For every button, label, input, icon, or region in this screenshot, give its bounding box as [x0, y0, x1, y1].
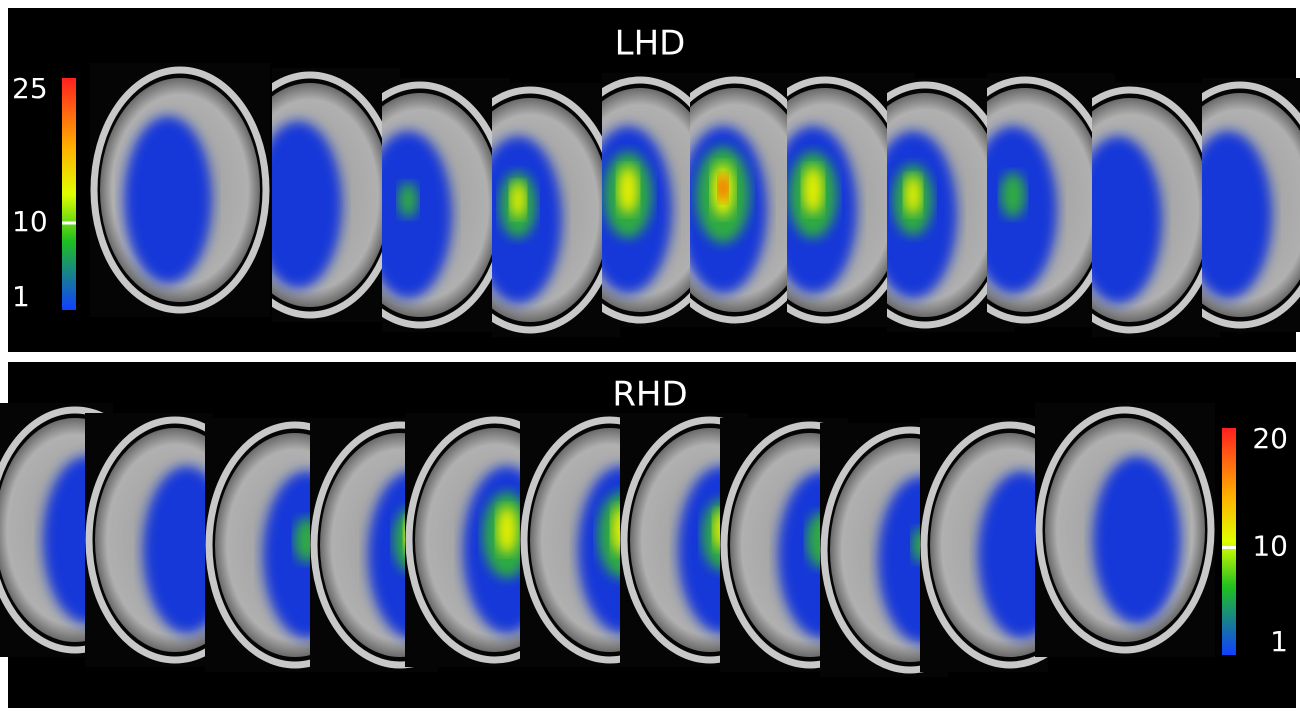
brain-slice — [520, 413, 648, 667]
brain-slice — [272, 68, 400, 322]
colorbar-label: 25 — [12, 72, 48, 105]
brain-slice — [405, 413, 533, 667]
brain-slice — [382, 78, 510, 332]
colorbar-label: 10 — [12, 205, 48, 238]
skull — [920, 421, 1048, 669]
brain-slice — [90, 63, 270, 317]
colorbar-label: 1 — [1270, 625, 1288, 658]
colorbar-label: 20 — [1252, 422, 1288, 455]
lesion-mid — [398, 182, 418, 218]
colorbar — [1222, 428, 1236, 655]
brain-slice — [492, 83, 620, 337]
brain-slice — [1092, 83, 1220, 337]
lesion-low — [1092, 136, 1162, 304]
skull — [85, 416, 213, 664]
brain-slice — [1202, 78, 1300, 332]
lesion-high — [617, 166, 639, 214]
lesion-low — [143, 466, 213, 634]
lesion-high — [802, 166, 824, 214]
panel-title: LHD — [615, 24, 686, 64]
skull — [90, 66, 270, 314]
brain-slice — [920, 418, 1048, 672]
brain-slice — [1035, 403, 1215, 657]
colorbar-label: 10 — [1252, 529, 1288, 562]
skull — [620, 416, 748, 664]
skull — [0, 406, 113, 654]
lesion-high — [510, 181, 526, 219]
lesion-high — [904, 175, 922, 215]
panel-title: RHD — [612, 375, 687, 415]
lesion-low — [272, 121, 342, 289]
skull — [1035, 406, 1215, 654]
colorbar-label: 1 — [12, 280, 30, 313]
lesion-mid — [1000, 172, 1026, 218]
lesion-high — [496, 506, 518, 554]
brain-slice — [85, 413, 213, 667]
skull — [310, 421, 438, 669]
lesion-low — [124, 116, 212, 284]
slices — [0, 63, 1300, 677]
lesion-low — [1093, 456, 1181, 624]
colorbar — [62, 78, 76, 310]
skull — [205, 421, 333, 669]
lesion-low — [978, 471, 1048, 639]
skull — [520, 416, 648, 664]
skull — [405, 416, 533, 664]
lesion-peak — [718, 174, 728, 202]
skull — [820, 426, 948, 674]
lesion-low — [382, 131, 452, 299]
skull — [720, 421, 848, 669]
lesion-low — [1202, 131, 1272, 299]
skull — [1202, 81, 1300, 329]
